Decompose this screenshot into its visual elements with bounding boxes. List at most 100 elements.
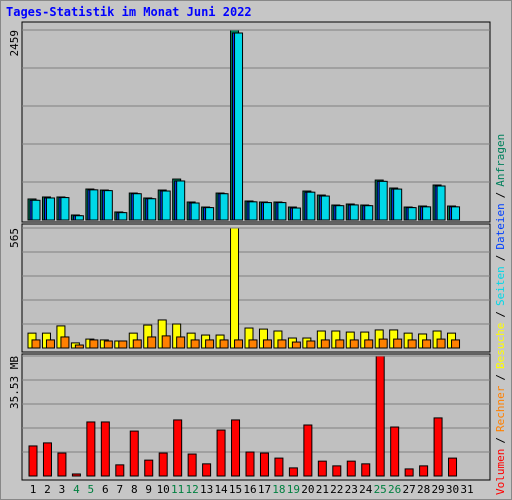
bar — [216, 429, 226, 477]
bar — [390, 426, 400, 477]
bar — [129, 430, 139, 477]
bar — [60, 197, 70, 221]
bar — [161, 335, 171, 349]
x-tick-label: 31 — [460, 483, 473, 496]
x-tick-label: 21 — [316, 483, 329, 496]
bar — [231, 419, 241, 477]
legend-entry: Volumen — [494, 449, 507, 495]
x-tick-label: 24 — [359, 483, 373, 496]
bar — [234, 32, 244, 221]
bar — [451, 339, 461, 349]
bar — [115, 464, 125, 477]
bar — [349, 204, 359, 221]
x-tick-label: 3 — [59, 483, 66, 496]
bar — [74, 215, 84, 221]
legend-separator: / — [494, 255, 507, 262]
bar — [375, 355, 385, 477]
bar — [57, 452, 67, 477]
bar — [31, 199, 41, 221]
bar — [118, 340, 128, 349]
bar — [45, 197, 55, 221]
x-tick-label: 23 — [345, 483, 358, 496]
bar — [147, 198, 157, 221]
legend-entry: Rechner — [494, 385, 507, 432]
bar — [422, 206, 432, 221]
x-tick-label: 19 — [287, 483, 300, 496]
x-tick-label: 26 — [388, 483, 401, 496]
x-tick-label: 8 — [131, 483, 138, 496]
bar — [28, 445, 38, 477]
x-tick-label: 10 — [157, 483, 170, 496]
bar — [60, 336, 70, 349]
bar — [303, 424, 313, 477]
bar — [361, 463, 371, 477]
x-tick-label: 11 — [171, 483, 184, 496]
bar — [364, 205, 374, 221]
bar — [158, 452, 168, 477]
bar — [245, 451, 255, 477]
bar — [219, 193, 229, 221]
x-tick-label: 9 — [145, 483, 152, 496]
bar — [335, 339, 345, 349]
bar — [407, 339, 417, 349]
x-tick-label: 4 — [73, 483, 80, 496]
bar — [190, 202, 200, 221]
y-tick-label: 35.53 MB — [8, 356, 21, 409]
bar — [320, 195, 330, 221]
bar — [436, 185, 446, 221]
x-tick-label: 20 — [301, 483, 314, 496]
bar — [176, 336, 186, 349]
bar — [190, 339, 200, 349]
legend-separator: / — [494, 437, 507, 444]
bar — [205, 339, 215, 349]
bar — [205, 207, 215, 221]
bar — [407, 207, 417, 221]
panel — [21, 353, 491, 481]
bar — [335, 205, 345, 221]
x-tick-label: 18 — [272, 483, 285, 496]
x-tick-label: 16 — [243, 483, 256, 496]
bar — [393, 188, 403, 221]
bar — [234, 339, 244, 349]
y-tick-label: 2459 — [8, 30, 21, 57]
x-tick-label: 29 — [431, 483, 444, 496]
bar — [364, 339, 374, 349]
bar — [259, 452, 269, 477]
panel — [21, 223, 491, 353]
bar — [89, 189, 99, 221]
bar — [71, 473, 81, 477]
legend-entry: Besuche — [494, 323, 507, 369]
bar — [349, 339, 359, 349]
bar — [448, 457, 458, 477]
bar — [419, 465, 429, 477]
panel — [21, 21, 491, 223]
legend-separator: / — [494, 192, 507, 199]
bar — [161, 190, 171, 221]
bar — [45, 339, 55, 349]
bar — [306, 340, 316, 349]
bar — [118, 212, 128, 221]
bar — [132, 339, 142, 349]
bar — [86, 421, 96, 477]
bar — [317, 460, 327, 477]
bar — [100, 421, 110, 477]
x-tick-label: 22 — [330, 483, 343, 496]
x-tick-label: 13 — [200, 483, 213, 496]
legend-separator: / — [494, 374, 507, 381]
bar — [103, 190, 113, 221]
bar — [248, 339, 258, 349]
x-tick-label: 7 — [116, 483, 123, 496]
bar — [422, 339, 432, 349]
legend: Volumen / Rechner / Besuche / Seiten / Dateien / A… — [494, 134, 507, 495]
bar — [433, 417, 443, 477]
bar — [451, 206, 461, 221]
bar — [393, 338, 403, 349]
x-tick-label: 14 — [214, 483, 228, 496]
y-tick-label: 565 — [8, 228, 21, 248]
bar — [277, 202, 287, 221]
legend-entry: Seiten — [494, 266, 507, 306]
x-tick-label: 2 — [44, 483, 51, 496]
bar — [74, 344, 84, 349]
